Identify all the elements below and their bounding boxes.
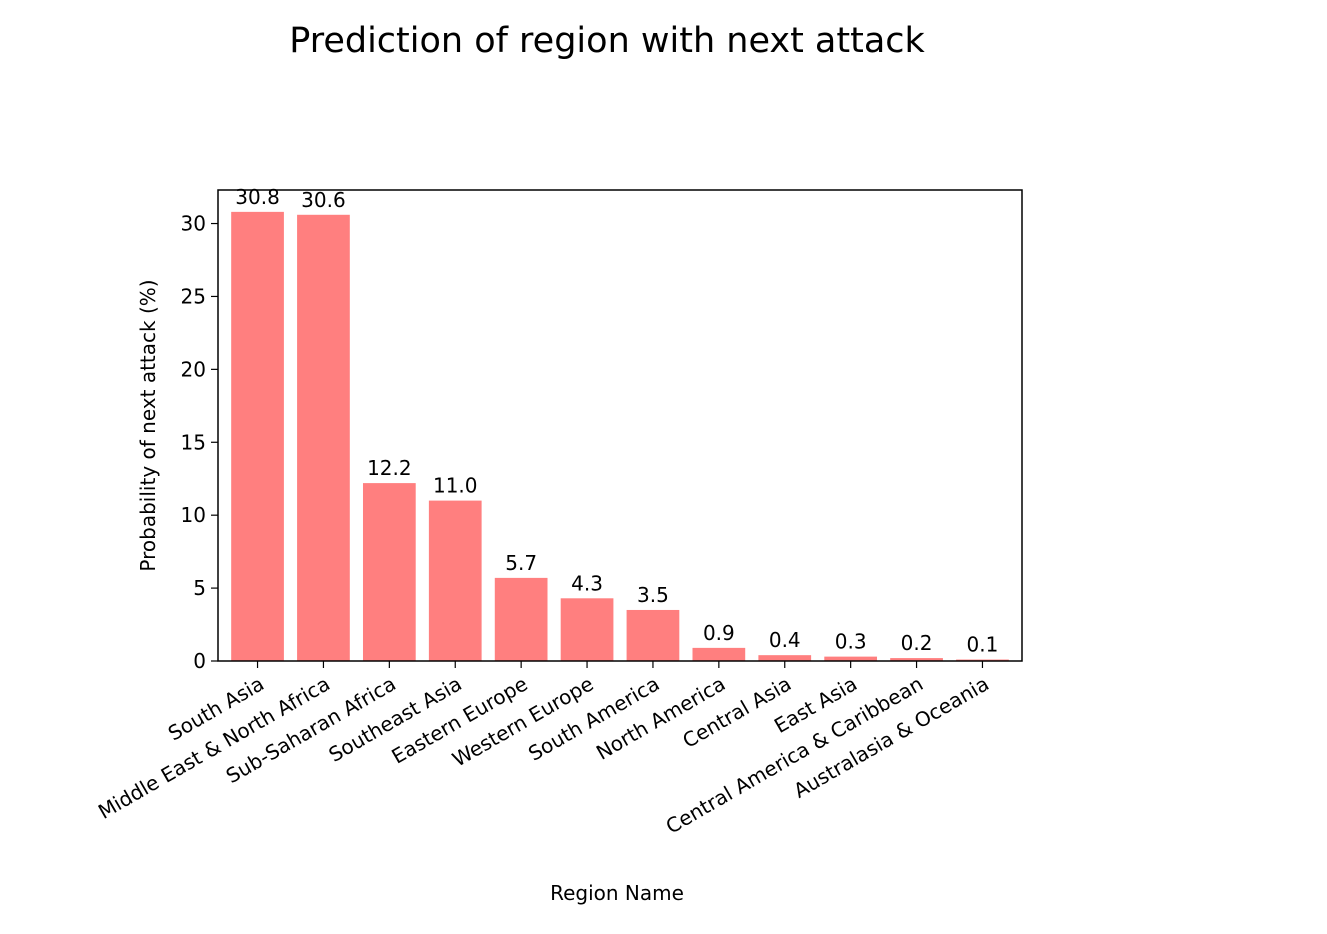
bar	[362, 483, 416, 661]
y-tick-label: 15	[181, 430, 206, 454]
plot-frame	[217, 189, 1023, 662]
bar-value-label: 0.4	[769, 628, 801, 652]
y-axis-label: Probability of next attack (%)	[136, 279, 160, 571]
bar	[626, 609, 680, 661]
bar-value-label: 0.9	[703, 621, 735, 645]
bar-value-label: 5.7	[505, 551, 537, 575]
y-tick-label: 10	[181, 503, 206, 527]
bar	[297, 214, 350, 661]
y-tick-label: 5	[193, 576, 206, 600]
bar-value-labels: 30.8 30.6 12.2 11.0 5.7 4.3 3.5 0.9 0.4 0.3 0.2 0.1	[235, 185, 998, 657]
bar-value-label: 0.2	[901, 631, 933, 655]
y-tick-label: 25	[181, 284, 206, 308]
bar	[428, 500, 482, 661]
bar-value-label: 4.3	[571, 571, 603, 595]
y-tick-label: 30	[181, 212, 206, 236]
bar	[890, 658, 943, 661]
bar-value-label: 12.2	[367, 456, 412, 480]
x-axis-label: Region Name	[550, 881, 684, 905]
y-tick-label: 0	[193, 649, 206, 673]
bar	[231, 211, 284, 662]
y-tick-label: 20	[181, 357, 206, 381]
bar-value-label: 3.5	[637, 583, 669, 607]
bar-value-label: 0.3	[835, 630, 867, 654]
bar	[692, 647, 746, 661]
bar	[758, 655, 812, 661]
bar	[824, 656, 878, 661]
chart-title: Prediction of region with next attack	[289, 21, 925, 61]
bar-value-label: 30.6	[301, 188, 346, 212]
bar-value-label: 11.0	[433, 474, 478, 498]
bars	[231, 211, 1009, 662]
bar-value-label: 30.8	[235, 185, 280, 209]
bar	[560, 598, 614, 661]
bar	[494, 577, 548, 661]
bar-value-label: 0.1	[967, 633, 999, 657]
y-axis-ticks: 0 5 10 15 20 25 30	[181, 212, 218, 673]
